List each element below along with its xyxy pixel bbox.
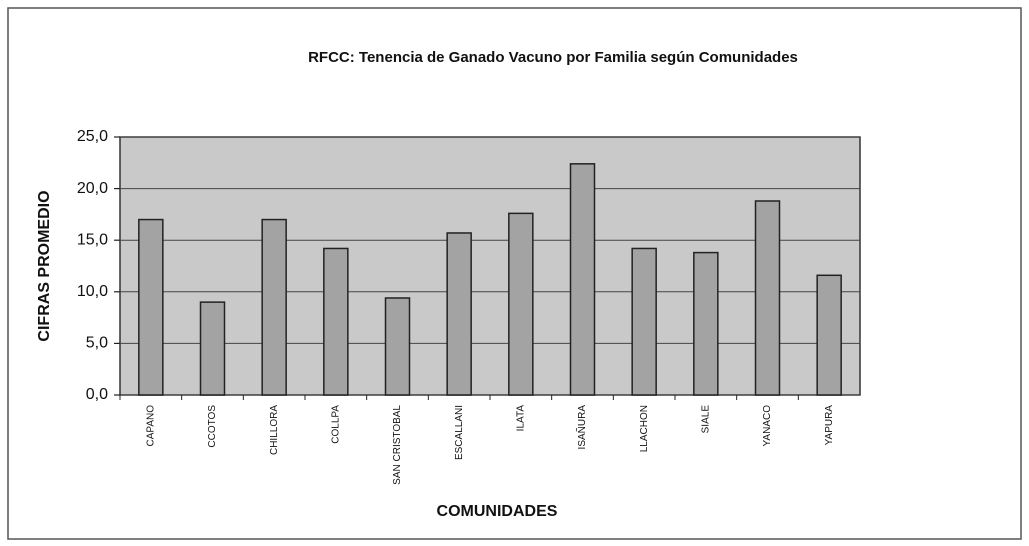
bar xyxy=(138,218,164,396)
bar xyxy=(446,232,472,396)
x-tick-label: LLACHON xyxy=(639,405,650,452)
bar xyxy=(261,218,287,396)
x-tick-label: ILATA xyxy=(515,405,526,432)
x-tick-label: YANACO xyxy=(762,405,773,447)
bar xyxy=(199,301,226,396)
x-tick-label: SAN CRISTOBAL xyxy=(392,405,403,485)
y-tick-label: 0,0 xyxy=(86,386,108,403)
x-tick-label: CHILLORA xyxy=(269,405,280,455)
y-tick-label: 5,0 xyxy=(86,335,108,352)
bar xyxy=(693,251,719,396)
bar xyxy=(384,297,411,396)
bar xyxy=(816,274,842,396)
x-tick-label: SIALE xyxy=(700,405,711,434)
y-tick-label: 20,0 xyxy=(77,180,108,197)
bar xyxy=(323,247,349,396)
x-tick-label: COLLPA xyxy=(330,405,341,444)
bar xyxy=(508,212,534,396)
chart-title: RFCC: Tenencia de Ganado Vacuno por Fami… xyxy=(308,49,798,66)
x-tick-label: CCOTOS xyxy=(207,405,218,448)
plot-area xyxy=(119,136,861,396)
x-tick-label: CAPANO xyxy=(145,405,156,447)
y-axis-title: CIFRAS PROMEDIO xyxy=(36,190,53,341)
x-tick-label: YAPURA xyxy=(824,405,835,446)
bar xyxy=(569,163,596,396)
x-axis-title: COMUNIDADES xyxy=(437,503,558,520)
bar xyxy=(631,247,657,396)
bar xyxy=(754,200,781,396)
y-tick-label: 25,0 xyxy=(77,128,108,145)
x-tick-label: ISAÑURA xyxy=(575,405,588,450)
y-tick-label: 15,0 xyxy=(77,231,108,248)
x-tick-label: ESCALLANI xyxy=(454,405,465,460)
y-tick-label: 10,0 xyxy=(77,283,108,300)
